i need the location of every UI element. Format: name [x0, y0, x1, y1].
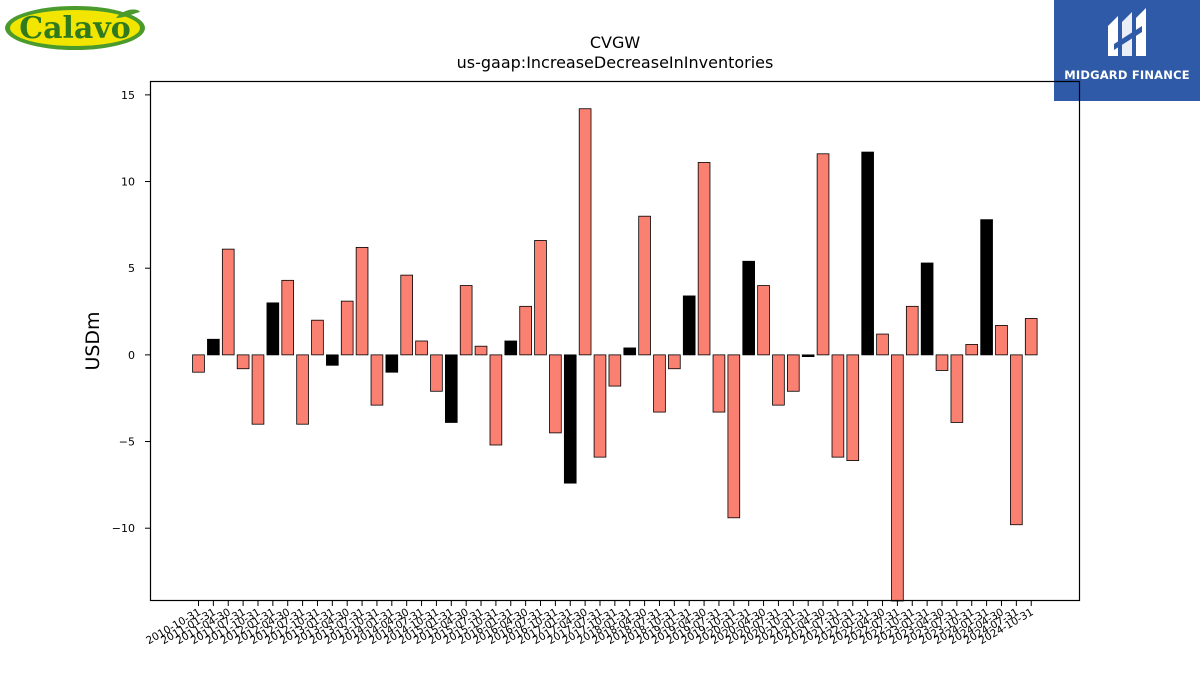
bar: [712, 354, 726, 413]
bar: [801, 354, 815, 357]
bar: [400, 274, 413, 356]
bar: [192, 354, 205, 373]
bar: [742, 260, 755, 356]
bar: [995, 324, 1008, 356]
bar: [534, 240, 547, 356]
y-tick-label: 5: [128, 262, 135, 275]
bar: [563, 354, 577, 484]
bar: [831, 354, 845, 458]
bar: [891, 354, 904, 602]
bar: [593, 354, 607, 458]
bar: [1024, 318, 1038, 356]
bar: [623, 347, 637, 356]
bar: [296, 354, 309, 425]
bar: [504, 340, 518, 356]
bar: [727, 354, 741, 519]
bar: [355, 246, 369, 356]
midgard-finance-logo: MIDGARD FINANCE: [1054, 0, 1200, 101]
bar: [787, 354, 800, 392]
bar: [444, 354, 458, 423]
bar: [935, 354, 949, 371]
bar: [251, 354, 265, 425]
calavo-logo: Calavo: [5, 6, 145, 50]
x-axis: 2010-10-312011-01-312011-04-302011-07-31…: [144, 601, 1036, 647]
bar: [608, 354, 622, 387]
bar: [578, 108, 592, 356]
chart-subtitle: us-gaap:IncreaseDecreaseInInventories: [457, 53, 774, 72]
bar: [326, 354, 339, 366]
bar: [415, 340, 428, 356]
bar: [549, 354, 562, 434]
bar: [459, 285, 473, 356]
bar: [489, 354, 503, 446]
bar: [207, 338, 220, 356]
y-axis: −10 −5 0 5 10 15: [112, 89, 150, 535]
midgard-brand-text: MIDGARD FINANCE: [1064, 68, 1190, 82]
bar: [772, 354, 785, 406]
bar: [266, 302, 280, 356]
bar: [311, 319, 324, 356]
y-axis-label: USDm: [82, 311, 104, 370]
bar: [816, 153, 830, 356]
bar: [757, 285, 770, 356]
bar: [638, 215, 651, 356]
bar: [340, 300, 354, 356]
calavo-leaf-icon: [116, 9, 140, 18]
bar: [861, 151, 874, 356]
bar: [965, 344, 979, 356]
bar: [653, 354, 666, 413]
bar: [876, 333, 889, 356]
y-tick-label: 10: [121, 176, 135, 189]
plot-frame: [149, 80, 1081, 602]
midgard-emblem-icon: [1108, 8, 1146, 56]
calavo-logo-text: Calavo: [19, 11, 131, 46]
bar: [370, 354, 384, 406]
bar: [920, 262, 934, 356]
y-tick-label: 15: [121, 89, 135, 102]
bar: [980, 219, 993, 356]
bar: [846, 354, 860, 461]
y-tick-label: 0: [128, 349, 135, 362]
bar: [236, 354, 250, 370]
bar: [221, 248, 235, 356]
y-tick-label: −5: [119, 436, 135, 449]
bar: [697, 162, 711, 356]
y-tick-label: −10: [112, 522, 135, 535]
chart-title: CVGW: [590, 33, 641, 52]
bar: [474, 345, 488, 356]
bar: [1010, 354, 1023, 526]
calavo-logo-inner-field: [10, 10, 140, 46]
bar: [281, 279, 295, 356]
bar: [668, 354, 681, 370]
bar: [385, 354, 399, 373]
bar: [905, 305, 919, 356]
bar: [519, 305, 532, 356]
bar-series: [192, 108, 1038, 602]
bar: [430, 354, 443, 392]
bar: [682, 295, 696, 356]
bar: [950, 354, 964, 423]
